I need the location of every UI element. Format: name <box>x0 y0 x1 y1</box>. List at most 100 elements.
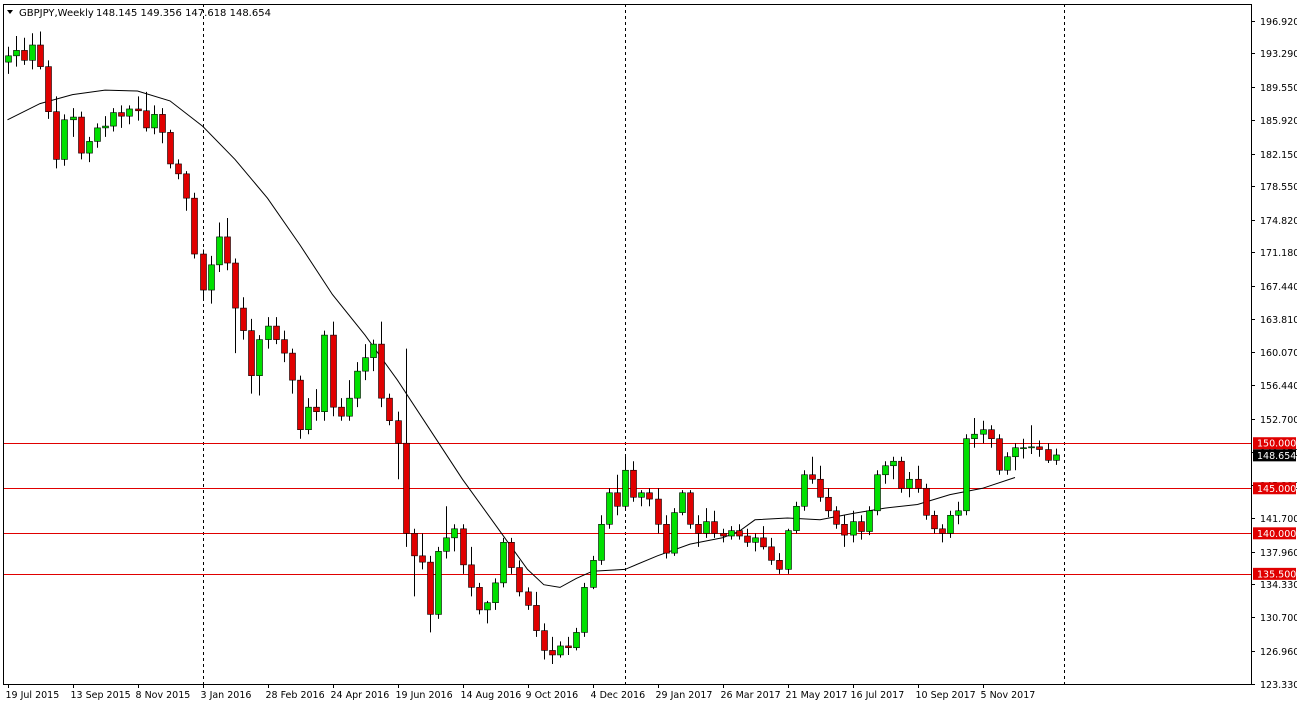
candle[interactable] <box>248 318 255 394</box>
candle[interactable] <box>110 108 117 132</box>
candle[interactable] <box>890 456 897 480</box>
candle[interactable] <box>191 192 198 259</box>
candle[interactable] <box>671 508 678 556</box>
candle[interactable] <box>939 524 946 543</box>
candle[interactable] <box>45 60 52 119</box>
candle[interactable] <box>695 515 702 547</box>
candle[interactable] <box>638 490 645 507</box>
candle[interactable] <box>614 474 621 516</box>
candle[interactable] <box>590 555 597 590</box>
candle[interactable] <box>1004 452 1011 475</box>
candle[interactable] <box>988 425 995 448</box>
candle[interactable] <box>484 600 491 624</box>
candle[interactable] <box>573 627 580 651</box>
candle[interactable] <box>874 470 881 516</box>
candle[interactable] <box>102 116 109 137</box>
candle[interactable] <box>354 362 361 408</box>
candle[interactable] <box>443 506 450 559</box>
candle[interactable] <box>403 348 410 547</box>
candle[interactable] <box>785 528 792 574</box>
candle[interactable] <box>955 501 962 525</box>
candle[interactable] <box>313 389 320 421</box>
candle[interactable] <box>906 472 913 498</box>
candle[interactable] <box>362 344 369 381</box>
candle[interactable] <box>736 524 743 540</box>
candle[interactable] <box>183 171 190 211</box>
candle[interactable] <box>557 641 564 658</box>
candle[interactable] <box>321 330 328 421</box>
dropdown-arrow-icon[interactable] <box>7 10 13 14</box>
candle[interactable] <box>931 510 938 534</box>
candle[interactable] <box>720 528 727 543</box>
candle[interactable] <box>541 623 548 660</box>
candle[interactable] <box>118 105 125 128</box>
candle[interactable] <box>1028 425 1035 455</box>
candle[interactable] <box>1053 448 1060 465</box>
candle[interactable] <box>809 456 816 484</box>
candle[interactable] <box>598 515 605 565</box>
candle[interactable] <box>53 96 60 169</box>
candle[interactable] <box>971 417 978 448</box>
candle[interactable] <box>622 456 629 511</box>
candle[interactable] <box>86 136 93 163</box>
candle[interactable] <box>411 528 418 597</box>
candle[interactable] <box>817 465 824 502</box>
candle[interactable] <box>208 255 215 304</box>
candle[interactable] <box>289 348 296 394</box>
candle[interactable] <box>866 506 873 536</box>
candle[interactable] <box>833 506 840 529</box>
candle[interactable] <box>508 537 515 574</box>
candle[interactable] <box>923 483 930 520</box>
candle[interactable] <box>898 456 905 493</box>
candle[interactable] <box>395 411 402 480</box>
candle[interactable] <box>346 380 353 421</box>
candle[interactable] <box>224 217 231 271</box>
candle[interactable] <box>151 105 158 135</box>
plot-area[interactable] <box>3 4 1252 685</box>
candle[interactable] <box>882 461 889 484</box>
candle[interactable] <box>468 546 475 597</box>
candle[interactable] <box>78 111 85 160</box>
candle[interactable] <box>175 159 182 180</box>
candle[interactable] <box>768 537 775 565</box>
candle[interactable] <box>663 515 670 559</box>
candle[interactable] <box>61 114 68 166</box>
candle[interactable] <box>338 398 345 421</box>
candle[interactable] <box>825 488 832 518</box>
candle[interactable] <box>13 35 20 67</box>
candle[interactable] <box>606 488 613 529</box>
candle[interactable] <box>200 249 207 300</box>
candle[interactable] <box>703 508 710 538</box>
candle[interactable] <box>419 533 426 570</box>
candle[interactable] <box>265 317 272 349</box>
candle[interactable] <box>850 510 857 543</box>
candle[interactable] <box>492 578 499 610</box>
candle[interactable] <box>533 591 540 637</box>
candle[interactable] <box>5 46 12 74</box>
candle[interactable] <box>581 582 588 637</box>
candle[interactable] <box>1036 440 1043 457</box>
candle[interactable] <box>728 526 735 540</box>
candle[interactable] <box>256 335 263 396</box>
candle[interactable] <box>21 37 28 65</box>
candle[interactable] <box>476 582 483 615</box>
candle[interactable] <box>963 434 970 516</box>
candle[interactable] <box>516 560 523 597</box>
candle[interactable] <box>752 533 759 552</box>
candle[interactable] <box>126 105 133 125</box>
candle[interactable] <box>565 636 572 655</box>
candle[interactable] <box>305 398 312 435</box>
candle[interactable] <box>273 317 280 345</box>
candle[interactable] <box>370 339 377 372</box>
candle[interactable] <box>549 636 556 664</box>
candle[interactable] <box>744 528 751 547</box>
candle[interactable] <box>435 546 442 619</box>
candle[interactable] <box>29 33 36 70</box>
candle[interactable] <box>94 123 101 148</box>
candle[interactable] <box>915 465 922 493</box>
candle[interactable] <box>841 515 848 547</box>
candle[interactable] <box>679 490 686 516</box>
candle[interactable] <box>858 515 865 540</box>
candle[interactable] <box>281 330 288 363</box>
